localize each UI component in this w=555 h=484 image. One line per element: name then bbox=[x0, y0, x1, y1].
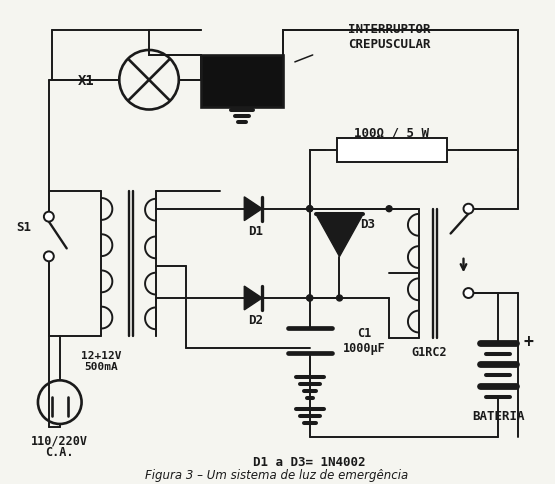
Circle shape bbox=[307, 295, 312, 302]
Bar bbox=[200, 56, 283, 107]
Text: 0V  (+): 0V (+) bbox=[218, 76, 265, 87]
Polygon shape bbox=[244, 287, 262, 310]
Text: BATERIA: BATERIA bbox=[472, 408, 524, 422]
Text: C.A.: C.A. bbox=[46, 445, 74, 458]
Bar bbox=[336, 139, 447, 163]
Text: X1: X1 bbox=[78, 74, 95, 88]
Circle shape bbox=[307, 295, 312, 302]
Text: 100Ω / 5 W: 100Ω / 5 W bbox=[354, 126, 429, 139]
Text: +: + bbox=[523, 332, 533, 350]
Circle shape bbox=[307, 206, 312, 212]
Circle shape bbox=[307, 206, 312, 212]
Text: D1 a D3= 1N4002: D1 a D3= 1N4002 bbox=[254, 455, 366, 468]
Text: S1: S1 bbox=[16, 221, 31, 234]
Text: 12+12V: 12+12V bbox=[81, 350, 122, 360]
Polygon shape bbox=[316, 214, 364, 257]
Circle shape bbox=[463, 288, 473, 298]
Text: CREPUSCULAR: CREPUSCULAR bbox=[348, 37, 430, 50]
Polygon shape bbox=[244, 197, 262, 221]
Circle shape bbox=[463, 204, 473, 214]
Text: INTERRUPTOR: INTERRUPTOR bbox=[348, 23, 430, 36]
Text: D2: D2 bbox=[248, 314, 263, 327]
Circle shape bbox=[386, 206, 392, 212]
Text: 110/220V: 110/220V bbox=[31, 434, 88, 446]
Circle shape bbox=[336, 295, 342, 302]
Text: C1
1000μF: C1 1000μF bbox=[343, 326, 386, 354]
Circle shape bbox=[44, 212, 54, 222]
Text: G1RC2: G1RC2 bbox=[411, 346, 447, 358]
Circle shape bbox=[44, 252, 54, 262]
Text: D1: D1 bbox=[248, 225, 263, 238]
Text: Figura 3 – Um sistema de luz de emergência: Figura 3 – Um sistema de luz de emergênc… bbox=[145, 468, 408, 481]
Text: D3: D3 bbox=[360, 218, 375, 230]
Text: 500mA: 500mA bbox=[84, 362, 118, 372]
